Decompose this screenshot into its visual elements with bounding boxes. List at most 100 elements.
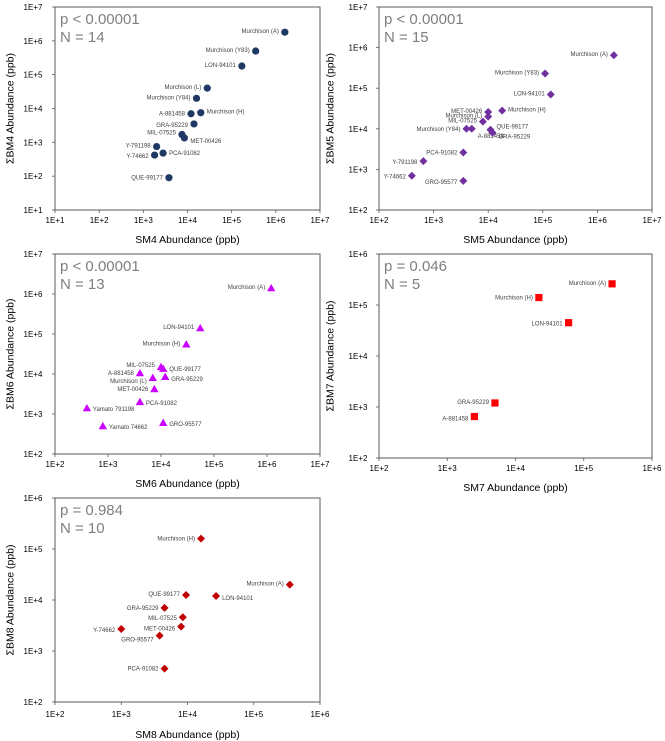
chart5-y-tick-label: 1E+3 — [24, 647, 43, 656]
chart4-x-tick-label: 1E+4 — [506, 464, 525, 473]
chart5-point-mil-07525 — [178, 613, 187, 622]
chart2-x-tick-label: 1E+2 — [370, 216, 389, 225]
chart5-x-tick-label: 1E+4 — [178, 710, 197, 719]
chart1-x-tick-label: 1E+3 — [134, 216, 153, 225]
chart5-point-pca-91082 — [160, 664, 169, 673]
chart2-point-label: Murchison (A) — [570, 52, 607, 58]
chart1-y-tick-label: 1E+7 — [24, 3, 43, 12]
chart3-point-label: Yamato 791198 — [93, 407, 135, 413]
chart5-point-y-74662 — [117, 625, 126, 634]
chart4: 1E+2 1E+3 1E+4 1E+5 1E+6 1E+2 1E+3 1E+4 1E+5 1E+6… — [325, 250, 662, 494]
chart2-point-a-881458 — [467, 124, 476, 133]
chart2-point-gro-95577 — [459, 176, 468, 185]
chart2-point-label: Murchison (H) — [508, 108, 546, 114]
chart3-point-label: GRA-95229 — [171, 377, 203, 383]
chart4-y-tick-label: 1E+6 — [349, 250, 368, 259]
chart4-point-lon-94101 — [565, 319, 573, 327]
chart2-y-tick-label: 1E+2 — [349, 206, 368, 215]
chart4-point-murchison-a — [608, 280, 616, 288]
chart2-x-tick-label: 1E+5 — [533, 216, 552, 225]
chart2-y-tick-label: 1E+6 — [349, 44, 368, 53]
chart3-y-axis-title: ΣBM6 Abundance (ppb) — [5, 299, 17, 410]
chart3-point-murchison-h — [182, 340, 191, 348]
chart4-x-tick-label: 1E+2 — [370, 464, 389, 473]
chart5-point-label: PCA-91082 — [127, 667, 159, 673]
chart1-x-tick-label: 1E+5 — [222, 216, 241, 225]
chart5-point-label: Murchison (A) — [246, 582, 283, 588]
chart5-point-label: Murchison (H) — [157, 537, 195, 543]
chart3-x-tick-label: 1E+6 — [258, 460, 277, 469]
chart3-x-tick-label: 1E+2 — [46, 460, 65, 469]
chart4-y-tick-label: 1E+2 — [349, 454, 368, 463]
chart4-point-label: LON-94101 — [532, 322, 564, 328]
chart2-point-y-791198 — [419, 157, 428, 166]
chart3-x-tick-label: 1E+4 — [152, 460, 171, 469]
chart1-point-murchison-y84 — [192, 94, 201, 102]
chart4-y-tick-label: 1E+4 — [349, 352, 368, 361]
chart5-x-tick-label: 1E+3 — [112, 710, 131, 719]
chart2-y-tick-label: 1E+3 — [349, 165, 368, 174]
chart5-point-met-00426 — [177, 622, 186, 631]
chart5-x-axis-title: SM8 Abundance (ppb) — [135, 729, 240, 741]
chart3-point-label: QUE-99177 — [169, 367, 201, 373]
chart3-point-label: A-881458 — [108, 371, 135, 377]
chart4-x-tick-label: 1E+3 — [438, 464, 457, 473]
chart5-point-label: GRA-95229 — [127, 606, 159, 612]
chart1-point-lon-94101 — [238, 62, 246, 70]
chart3-point-label: MET-00426 — [117, 387, 149, 393]
chart5-point-murchison-h — [197, 534, 206, 543]
chart3-point-label: Murchison (L) — [110, 379, 147, 385]
chart4-y-tick-label: 1E+3 — [349, 403, 368, 412]
chart5-point-label: MET-00426 — [144, 627, 176, 633]
chart4-point-a-881458 — [470, 412, 479, 421]
chart3-point-label: GRO-95577 — [169, 422, 202, 428]
chart1-y-axis-title: ΣBM4 Abundance (ppb) — [5, 53, 17, 164]
chart3-point-label: LON-94101 — [163, 325, 195, 331]
chart1-point-label: Murchison (Y84) — [146, 95, 190, 101]
chart5-point-label: Y-74662 — [93, 628, 116, 634]
chart5-y-axis-title: ΣBM8 Abundance (ppb) — [5, 545, 17, 656]
chart3-point-que-99177 — [158, 364, 168, 372]
chart1-x-axis-title: SM4 Abundance (ppb) — [135, 234, 240, 246]
chart3-point-label: Murchison (A) — [228, 285, 265, 291]
chart1-point-murchison-a — [281, 28, 289, 36]
chart1-point-murchison-y83 — [252, 47, 260, 55]
chart5-point-gro-95577 — [155, 631, 164, 640]
chart5-x-tick-label: 1E+2 — [46, 710, 65, 719]
chart5: 1E+2 1E+3 1E+4 1E+5 1E+6 1E+2 1E+3 1E+4 1E+5 1E+6… — [5, 494, 330, 741]
chart1-point-label: MIL-07525 — [147, 131, 176, 137]
chart1-point-met-00426 — [180, 134, 188, 142]
chart1-y-tick-label: 1E+1 — [24, 206, 43, 215]
chart2-point-murchison-a — [609, 51, 618, 60]
chart2-point-murchison-y84 — [462, 124, 471, 133]
chart3-point-a-881458 — [135, 368, 145, 377]
chart5-point-murchison-a — [285, 580, 294, 589]
chart1-point-label: MET-00426 — [190, 139, 222, 145]
chart2-point-label: A-881458 — [478, 134, 505, 140]
chart1-point-label: A-881458 — [159, 112, 186, 118]
chart5-y-tick-label: 1E+2 — [24, 698, 43, 707]
chart3: 1E+2 1E+3 1E+4 1E+5 1E+6 1E+7 1E+2 1E+3 1E+4 1E+5… — [5, 250, 330, 490]
chart5-point-que-99177 — [182, 591, 191, 600]
chart2-point-label: Murchison (L) — [446, 114, 483, 120]
chart4-point-label: Murchison (A) — [569, 281, 606, 287]
chart5-n-count: N = 10 — [60, 520, 105, 537]
chart4-x-axis-title: SM7 Abundance (ppb) — [463, 482, 568, 494]
chart3-x-tick-label: 1E+5 — [205, 460, 224, 469]
chart2-x-tick-label: 1E+7 — [643, 216, 662, 225]
chart4-p-value: p = 0.046 — [384, 258, 447, 275]
chart3-point-label: Murchison (H) — [143, 341, 181, 347]
chart1-x-tick-label: 1E+1 — [46, 216, 65, 225]
chart3-point-yamato-791198 — [82, 403, 92, 412]
chart4-x-tick-label: 1E+6 — [643, 464, 662, 473]
chart4-point-label: GRA-95229 — [457, 400, 489, 406]
chart4-y-axis-title: ΣBM7 Abundance (ppb) — [325, 301, 337, 412]
chart2-point-label: Murchison (Y84) — [416, 127, 460, 133]
chart2-point-label: MIL-07525 — [448, 119, 477, 125]
chart2-y-tick-label: 1E+4 — [349, 125, 368, 134]
chart2-point-label: GRA-95229 — [499, 135, 531, 141]
chart1-n-count: N = 14 — [60, 29, 105, 46]
chart1-point-label: Y-74662 — [126, 154, 149, 160]
chart4-point-gra-95229 — [491, 399, 499, 407]
chart1-point-label: LON-94101 — [205, 63, 237, 69]
